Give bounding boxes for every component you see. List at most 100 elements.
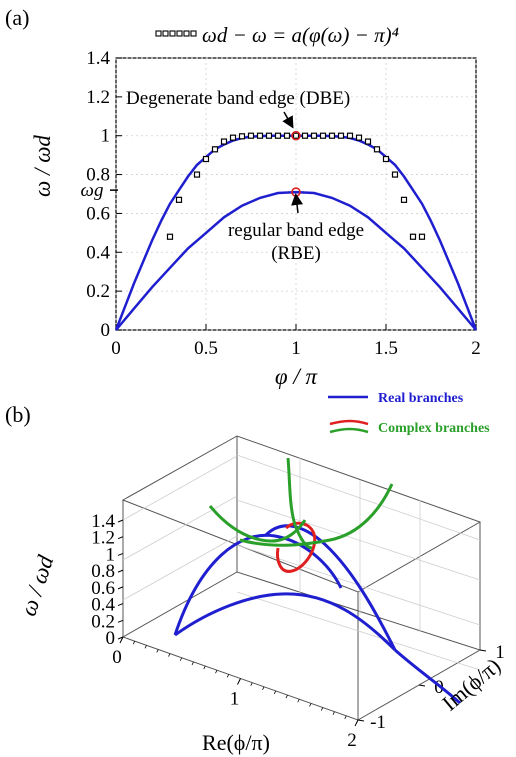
b-xtick-minor — [179, 657, 183, 661]
fit-marker — [337, 132, 345, 139]
legend-a-marker — [176, 30, 183, 37]
b-xtick-minor — [121, 636, 124, 641]
rbe-band-curve — [115, 190, 477, 331]
dbe-point — [291, 130, 301, 141]
fit-marker — [256, 132, 264, 139]
plot-b-yticks: 00.20.40.60.811.21.4 — [91, 511, 124, 649]
ytick-label: 0.6 — [86, 203, 110, 224]
plot-a-ylabel: ω / ωd — [30, 135, 55, 197]
b-xtick-minor — [297, 699, 300, 703]
fit-marker — [202, 155, 210, 163]
b-ztick-label: -1 — [370, 712, 386, 733]
legend-b-complex-label: Complex branches — [378, 421, 490, 436]
xtick-label: 1 — [291, 338, 301, 359]
ytick-label: 0.4 — [86, 242, 110, 263]
ytick-label: 1.2 — [86, 87, 110, 108]
b-xtick-minor — [215, 670, 218, 674]
rbe-arrow — [291, 193, 304, 214]
legend-b-complex-red — [329, 419, 369, 426]
b-xtick-minor — [156, 649, 159, 653]
xtick-label: 0 — [111, 338, 121, 359]
legend-a-marker — [190, 30, 197, 37]
b-ytick-mark — [117, 536, 124, 540]
b-xtick-minor — [262, 686, 265, 690]
fit-marker — [328, 132, 336, 139]
panel-a-label: (a) — [5, 5, 29, 30]
b-ytick-mark — [117, 519, 124, 523]
ytick-label: 0.8 — [86, 165, 110, 186]
b-ytick-label: 0.6 — [91, 578, 115, 599]
fit-marker — [391, 171, 399, 178]
b-ytick-label: 1 — [106, 544, 116, 565]
b-ytick-label: 1.4 — [91, 511, 115, 532]
fit-marker — [319, 132, 327, 139]
ytick-label: 1.4 — [86, 48, 110, 69]
b-ytick-label: 0.8 — [91, 561, 115, 582]
complex-branch-green-left — [208, 505, 307, 543]
panel-b-label: (b) — [5, 402, 31, 427]
b-ztick-label: 1 — [495, 642, 505, 663]
dbe-annotation: Degenerate band edge (DBE) — [126, 88, 350, 109]
fit-marker — [220, 138, 228, 145]
fit-marker — [229, 134, 237, 141]
fit-marker — [274, 132, 282, 139]
b-xtick-minor — [250, 682, 253, 686]
plot-b-curves — [173, 457, 462, 705]
b-xtick-minor — [332, 711, 335, 715]
b-xtick-minor — [191, 661, 194, 666]
b-xtick-minor — [356, 719, 359, 724]
fit-marker — [373, 146, 381, 153]
legend-a: ωd − ω = a(φ(ω) − π)⁴ — [155, 23, 399, 47]
real-branch-lower — [174, 592, 397, 652]
real-branch-rear — [263, 524, 397, 651]
legend-a-formula: ωd − ω = a(φ(ω) − π)⁴ — [202, 23, 399, 47]
legend-a-marker — [183, 30, 190, 37]
fit-marker — [409, 233, 417, 240]
plot-a-xlabel: φ / π — [275, 364, 319, 389]
plot-a-ticks: 0 0.2 0.4 0.6 0.8 1 1.2 1.4 0 0.5 1 1.5 2 ωg — [81, 48, 481, 359]
plot-b-ylabel: ω / ωd — [15, 552, 58, 619]
xtick-label: 2 — [471, 338, 481, 359]
plot-b-xlabel: Re(ϕ/π) — [202, 730, 270, 755]
plot-b-zlabel: Im(ϕ/π) — [437, 653, 505, 716]
b-xtick-minor — [344, 715, 347, 720]
plot-b-gridlines — [122, 454, 481, 671]
rbe-annotation-line1: regular band edge — [228, 220, 364, 241]
fit-marker — [355, 134, 363, 141]
fit-marker — [400, 196, 408, 203]
fit-marker — [175, 196, 183, 203]
real-branch-edge — [394, 648, 462, 705]
b-ytick-mark — [117, 586, 124, 590]
b-ztick-mark — [418, 684, 426, 687]
b-ytick-label: 0.4 — [91, 595, 115, 616]
fit-marker — [310, 132, 318, 139]
plot-b-xticks: 0 1 2 — [112, 636, 359, 751]
fit-marker — [265, 132, 273, 139]
plot-a-gridlines — [115, 57, 477, 331]
omega-g-label: ωg — [81, 180, 104, 201]
b-ytick-label: 0.2 — [91, 611, 115, 632]
fit-marker — [247, 132, 255, 139]
b-xtick-label: 2 — [347, 730, 357, 751]
b-xtick-minor — [285, 694, 288, 699]
fit-marker — [382, 155, 390, 163]
b-ytick-mark — [117, 619, 124, 623]
b-ytick-mark — [117, 636, 124, 640]
fit-marker — [292, 132, 300, 139]
b-xtick-minor — [132, 640, 136, 645]
b-xtick-minor — [273, 690, 277, 695]
b-xtick-label: 1 — [230, 689, 240, 710]
ytick-label: 0 — [101, 320, 111, 341]
b-xtick-minor — [238, 678, 241, 682]
fit-marker — [211, 146, 219, 153]
b-ytick-label: 0 — [106, 628, 116, 649]
b-ytick-label: 1.2 — [91, 528, 115, 549]
fit-marker — [301, 132, 309, 139]
legend-a-marker — [155, 30, 162, 37]
legend-b-complex-green — [329, 427, 369, 434]
ytick-label: 0.2 — [86, 281, 110, 302]
legend-a-marker — [169, 30, 176, 37]
dbe-arrow — [282, 111, 294, 129]
legend-b-real-label: Real branches — [378, 391, 464, 406]
